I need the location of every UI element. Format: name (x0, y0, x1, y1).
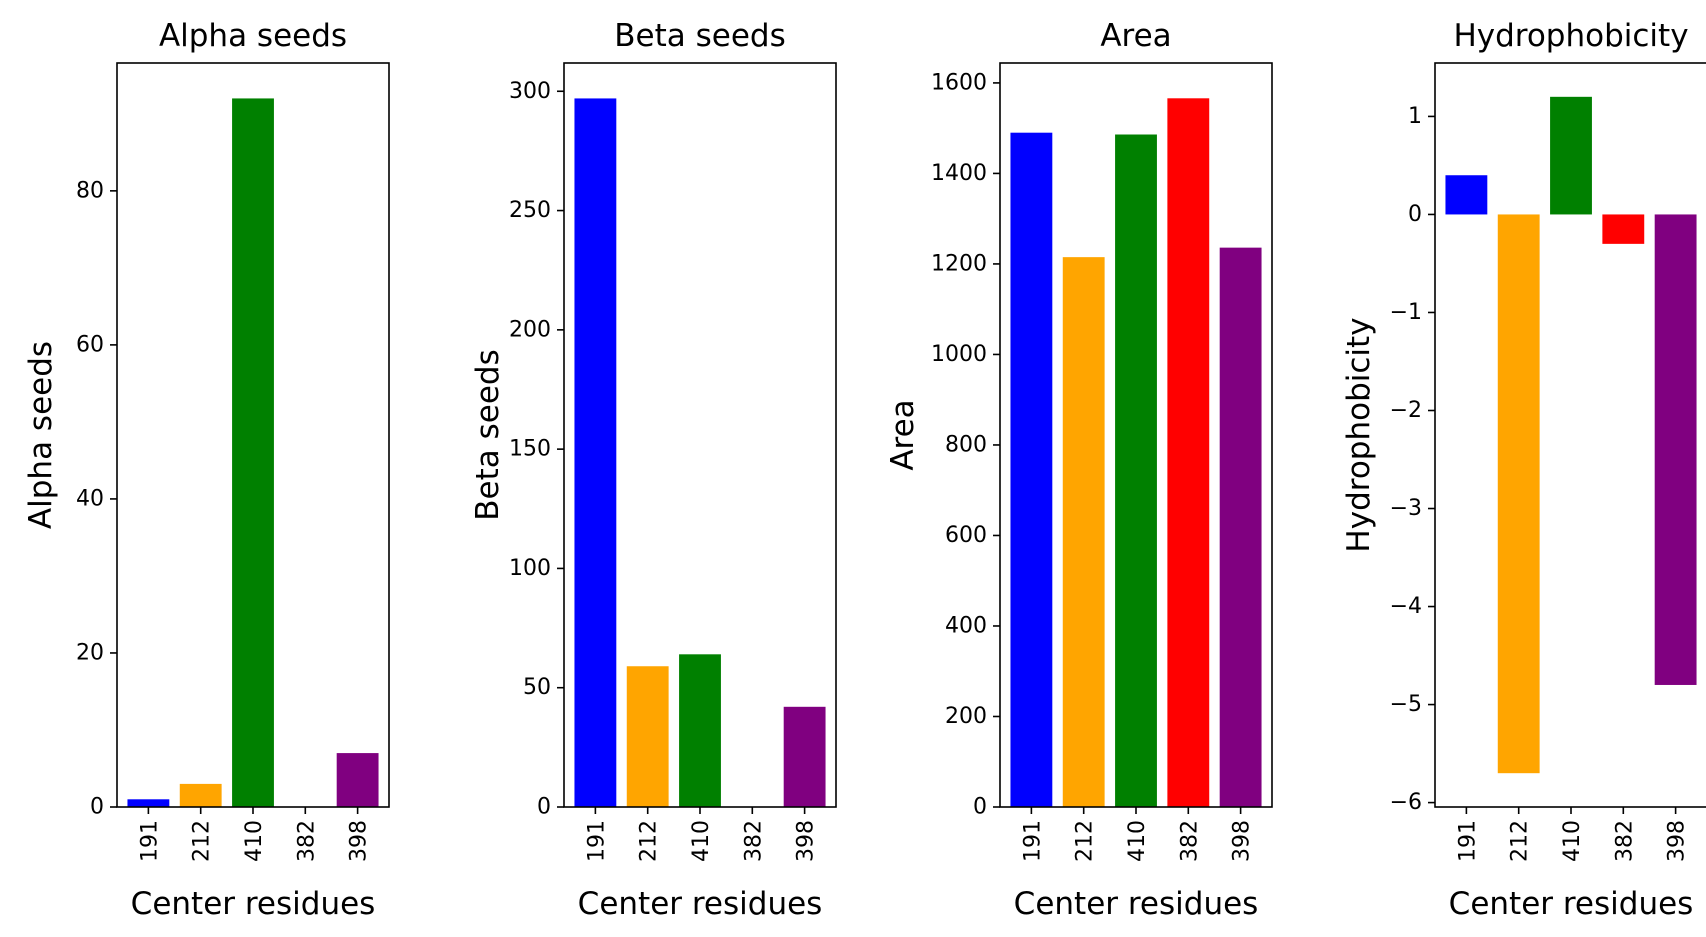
x-tick-label: 212 (637, 820, 662, 862)
y-tick-label: 600 (945, 523, 987, 548)
y-axis-label: Area (885, 399, 921, 470)
x-axis-label: Center residues (131, 886, 376, 922)
chart-panel-1: 0 20 40 60 80 191 212 410 382 398 Alpha seeds Cente… (23, 18, 390, 922)
bar-382 (1602, 214, 1645, 244)
y-tick-label: −5 (1390, 692, 1422, 717)
bar-382 (1167, 98, 1210, 808)
bar-398 (1654, 214, 1697, 685)
y-axis-label: Alpha seeds (23, 341, 59, 529)
y-tick-label: 1400 (931, 161, 987, 186)
chart-title: Beta seeds (614, 18, 785, 54)
y-tick-label: 50 (523, 675, 551, 700)
y-tick-label: 60 (76, 332, 104, 357)
y-tick-label: −6 (1390, 790, 1422, 815)
x-tick-label: 191 (1455, 820, 1480, 862)
y-tick-label: −2 (1390, 398, 1422, 423)
x-tick-label: 410 (689, 820, 714, 862)
x-axis-label: Center residues (578, 886, 823, 922)
y-tick-label: 250 (509, 198, 551, 223)
bar-410 (679, 654, 721, 807)
y-tick-label: 800 (945, 432, 987, 457)
bar-212 (1062, 257, 1105, 807)
chart-panel-4: −6 −5 −4 −3 −2 −1 0 1 191 212 410 382 398 Hydrophobic… (1341, 18, 1706, 922)
x-axis-label: Center residues (1449, 886, 1694, 922)
y-tick-label: 0 (537, 795, 551, 820)
x-tick-label: 212 (1073, 820, 1098, 862)
y-tick-label: −1 (1390, 300, 1422, 325)
y-tick-label: 1000 (931, 342, 987, 367)
y-tick-label: 1 (1408, 104, 1422, 129)
y-tick-label: −4 (1390, 594, 1422, 619)
y-tick-label: 0 (90, 795, 104, 820)
bar-191 (1010, 132, 1053, 807)
y-tick-label: 200 (509, 317, 551, 342)
y-tick-label: 40 (76, 486, 104, 511)
x-tick-label: 382 (294, 820, 319, 862)
y-tick-label: 200 (945, 704, 987, 729)
bar-410 (1550, 96, 1592, 215)
x-tick-label: 410 (242, 820, 267, 862)
y-tick-label: 20 (76, 640, 104, 665)
chart-panel-2: 0 50 100 150 200 250 300 191 212 410 382 398 Beta se… (470, 18, 837, 922)
x-tick-label: 191 (584, 820, 609, 862)
bar-191 (127, 799, 170, 807)
x-tick-label: 398 (1230, 820, 1255, 862)
y-tick-label: 100 (509, 556, 551, 581)
y-tick-label: 0 (973, 795, 987, 820)
y-axis-label: Hydrophobicity (1341, 317, 1377, 552)
chart-title: Hydrophobicity (1453, 18, 1688, 54)
chart-title: Area (1100, 18, 1171, 54)
x-tick-label: 398 (794, 820, 819, 862)
bar-212 (626, 666, 669, 807)
x-tick-label: 398 (347, 820, 372, 862)
bar-212 (1497, 214, 1540, 774)
x-tick-label: 410 (1560, 820, 1585, 862)
chart-panel-3: 0 200 400 600 800 1000 1200 1400 1600 191 212 410 38… (885, 18, 1273, 922)
y-tick-label: 80 (76, 178, 104, 203)
x-tick-label: 382 (1612, 820, 1637, 862)
bar-410 (232, 98, 274, 808)
y-tick-label: 1200 (931, 251, 987, 276)
y-tick-label: −3 (1390, 496, 1422, 521)
x-tick-label: 410 (1125, 820, 1150, 862)
x-tick-label: 398 (1665, 820, 1690, 862)
x-tick-label: 212 (190, 820, 215, 862)
chart-title: Alpha seeds (159, 18, 347, 54)
bar-191 (574, 98, 617, 808)
y-tick-label: 150 (509, 437, 551, 462)
y-axis-label: Beta seeds (470, 349, 506, 520)
y-tick-label: 400 (945, 613, 987, 638)
y-tick-label: 1600 (931, 70, 987, 95)
bar-398 (783, 706, 826, 807)
bar-212 (179, 783, 222, 807)
x-tick-label: 212 (1508, 820, 1533, 862)
x-tick-label: 191 (1020, 820, 1045, 862)
y-tick-label: 300 (509, 79, 551, 104)
bar-398 (1219, 247, 1262, 807)
x-axis-label: Center residues (1014, 886, 1259, 922)
x-tick-label: 191 (137, 820, 162, 862)
bar-191 (1445, 175, 1488, 215)
bar-398 (336, 753, 379, 807)
x-tick-label: 382 (741, 820, 766, 862)
y-tick-label: 0 (1408, 202, 1422, 227)
bar-410 (1115, 134, 1157, 807)
x-tick-label: 382 (1177, 820, 1202, 862)
